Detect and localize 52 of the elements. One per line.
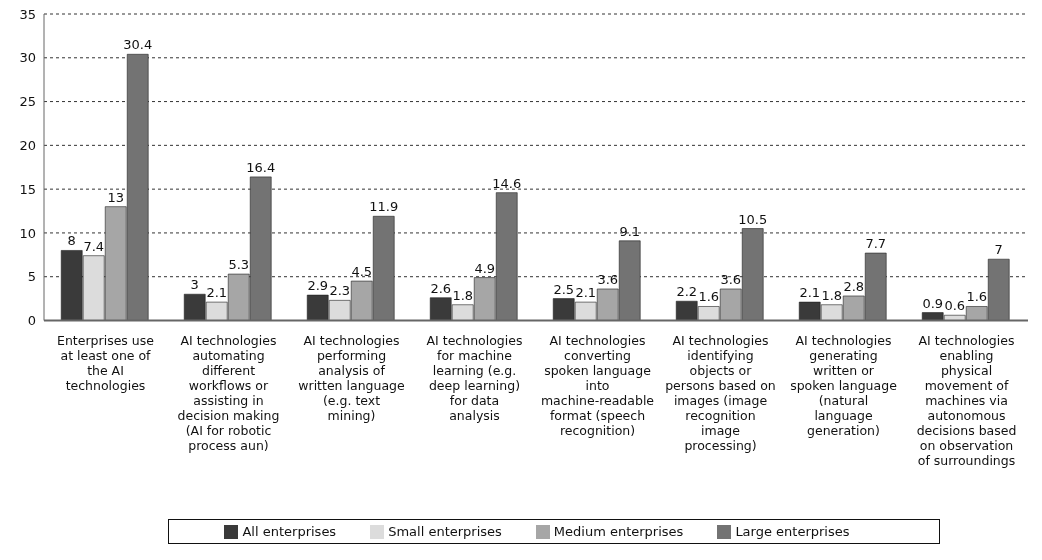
x-tick-label: AI technologies for machine learning (e.g. deep learning) for data analysis [426, 332, 523, 423]
legend-label: Large enterprises [735, 523, 850, 539]
data-label: 2.5 [553, 281, 575, 297]
legend-label: Small enterprises [388, 523, 502, 539]
data-label: 1.8 [821, 287, 843, 303]
data-label: 2.2 [676, 284, 698, 300]
x-tick-label: AI technologies generating written or spoken language (natural language generation) [790, 332, 898, 438]
y-tick-label: 25 [19, 94, 36, 110]
data-label: 7.7 [865, 236, 887, 252]
data-label: 3.6 [720, 271, 742, 287]
data-label: 4.5 [351, 264, 373, 280]
data-label: 2.1 [799, 285, 821, 301]
x-tick-label: AI technologies identifying objects or persons based on images (image recognition image processing) [665, 332, 776, 453]
data-label: 0.9 [922, 295, 944, 311]
legend-label: Medium enterprises [553, 523, 684, 539]
x-tick-label: AI technologies converting spoken language into machine-readable format (speech recognition) [540, 332, 655, 438]
y-tick-label: 0 [27, 313, 36, 329]
x-tick-label: AI technologies automating different workflows or assisting in decision making (AI for robotic process aun) [177, 332, 280, 453]
y-tick-label: 10 [19, 225, 36, 241]
data-label: 2.9 [307, 278, 329, 294]
legend-label: All enterprises [242, 523, 337, 539]
data-label: 14.6 [492, 175, 522, 191]
category-label: AI technologies enabling physical movement of machines via autonomous decisions based on observation of surroundings [916, 332, 1017, 468]
data-label: 2.1 [575, 285, 597, 301]
data-label: 30.4 [123, 37, 153, 53]
data-label: 1.8 [452, 287, 474, 303]
data-label: 5.3 [228, 257, 250, 273]
data-label: 3.6 [597, 271, 619, 287]
x-tick-label: Enterprises use at least one of the AI technologies [57, 332, 155, 393]
y-tick-label: 5 [27, 269, 36, 285]
data-label: 1.6 [698, 289, 720, 305]
data-label: 7.4 [83, 238, 105, 254]
data-label: 9.1 [619, 223, 641, 239]
y-tick-label: 15 [19, 181, 36, 197]
data-label: 13 [107, 189, 124, 205]
data-label: 4.9 [474, 260, 496, 276]
data-label: 3 [190, 277, 199, 293]
data-label: 0.6 [944, 298, 966, 314]
x-tick-label: AI technologies performing analysis of written language (e.g. text mining) [298, 332, 406, 423]
data-label: 7 [994, 242, 1003, 258]
y-tick-label: 30 [19, 50, 36, 66]
data-label: 8 [67, 233, 76, 249]
data-label: 16.4 [246, 159, 276, 175]
y-tick-label: 35 [19, 6, 36, 22]
data-label: 2.1 [206, 285, 228, 301]
y-tick-label: 20 [19, 137, 36, 153]
data-label: 1.6 [966, 289, 988, 305]
data-label: 2.6 [430, 280, 452, 296]
data-label: 10.5 [738, 211, 768, 227]
data-label: 11.9 [369, 199, 399, 215]
data-label: 2.3 [329, 283, 351, 299]
data-label: 2.8 [843, 278, 865, 294]
